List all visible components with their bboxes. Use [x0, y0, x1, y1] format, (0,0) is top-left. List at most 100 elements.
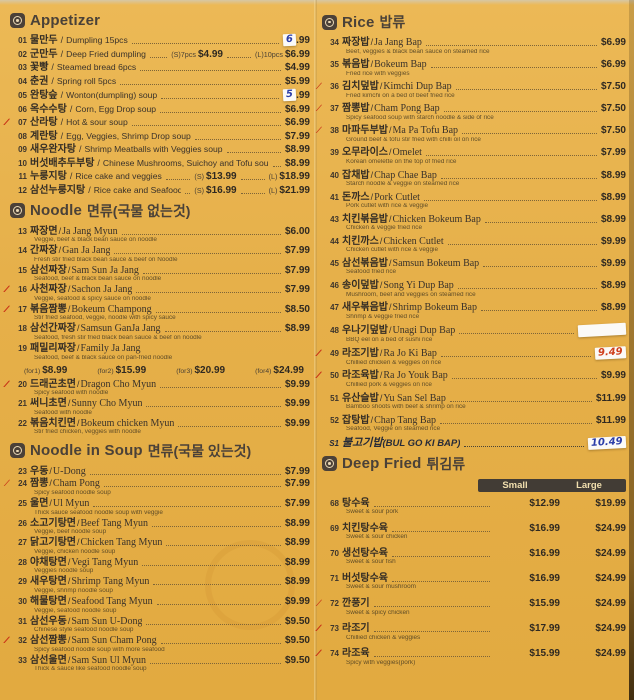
price-large: $24.99: [595, 572, 626, 584]
item-description: Fried rice with veggies: [346, 70, 410, 77]
name-separator: /: [389, 147, 392, 158]
menu-item-03: 03 꽃빵 / Steamed bread 6pcs $4.99: [10, 62, 310, 73]
menu-item-06: 06 옥수수탕 / Corn, Egg Drop soup $6.99: [10, 104, 310, 115]
handwritten-price-sticker: 5: [282, 88, 297, 102]
item-name-korean: 새우완자탕: [30, 144, 76, 155]
dotted-leader: [440, 422, 592, 424]
name-separator: /: [67, 654, 71, 665]
item-name-english: Gan Ja Jang: [62, 245, 111, 257]
menu-item-11: 11 누룽지탕 / Rice cake and veggies (S) $13.99 (L)…: [10, 171, 310, 182]
item-name-korean: 치킨까스: [342, 235, 379, 247]
dotted-leader: [462, 132, 597, 135]
dotted-leader: [373, 655, 490, 658]
item-price: $8.50: [284, 303, 310, 315]
item-marker: 08: [10, 131, 27, 142]
item-name-korean: 새우볶음밥: [342, 302, 388, 314]
item-name-korean: 누룽지탕: [30, 171, 67, 182]
item-line: ⁄⁄ 50 라조육밥 / Ra Jo Youk Bap $9.99: [317, 370, 626, 381]
dotted-leader: [440, 177, 597, 179]
dish-icon: [322, 14, 337, 30]
size-label: (L)10pcs: [255, 49, 283, 59]
name-separator: /: [69, 171, 73, 181]
name-separator: /: [67, 284, 71, 295]
name-separator: /: [389, 213, 392, 224]
item-marker: 05: [10, 90, 27, 101]
portion-price: (for2) $15.99: [97, 363, 146, 377]
dish-icon: [10, 203, 25, 218]
item-name-english: Chinese Mushrooms, Suichoy and Tofu soup: [102, 157, 270, 168]
item-marker: 12: [10, 185, 27, 196]
item-name-korean: 유산슬밥: [342, 392, 379, 404]
item-description: Starch noodle & veggie on steamed rice: [346, 181, 460, 188]
dotted-leader: [161, 97, 280, 99]
portion-price: (for3) $20.99: [176, 363, 225, 377]
item-name-english: (BUL GO KI BAP): [382, 437, 461, 449]
size-label: (L): [268, 185, 278, 195]
item-number: 08: [18, 131, 27, 141]
item-name-korean: 버섯배추두부탕: [30, 157, 95, 169]
item-description: Fried kimchi on a bed of beef fried rice: [346, 92, 455, 99]
menu-item-47: 47 새우볶음밥 / Shrimp Bokeum Bap $8.99 Shrimp & v…: [322, 302, 626, 320]
item-description: Seafood fried rice: [346, 269, 397, 276]
section-appetizer: Appetizer 01 물만두 / Dumpling 15pcs 6.99 02 군만두 / D…: [5, 12, 310, 196]
name-separator: /: [58, 225, 62, 236]
item-description: Stir fried chicken, veggies with noodle: [34, 429, 141, 436]
name-separator: /: [49, 498, 52, 509]
item-line: 47 새우볶음밥 / Shrimp Bokeum Bap $8.99: [322, 302, 626, 313]
item-price: $7.99: [284, 284, 310, 296]
item-line: 31 삼선우동 / Sam Sun U-Dong $9.50: [10, 616, 310, 627]
section-header: Appetizer: [10, 12, 310, 29]
item-number: 27: [18, 538, 27, 548]
item-number: 45: [330, 258, 339, 268]
menu-item-32: ⁄⁄ 32 삼선짬뽕 / Sam Sun Cham Pong $9.50 Spicy sea…: [5, 635, 310, 653]
name-separator: /: [67, 398, 71, 409]
item-name-korean: 잡채밥: [342, 169, 370, 181]
item-description: Pork cutlet with rice & veggie: [346, 203, 429, 210]
item-price: .99: [296, 35, 310, 46]
name-separator: /: [67, 576, 71, 587]
menu-item-50: ⁄⁄ 50 라조육밥 / Ra Jo Youk Bap $9.99 Chillied por…: [317, 370, 626, 388]
dotted-leader: [457, 287, 597, 290]
name-separator: /: [389, 325, 392, 336]
item-name-english: Ul Myun: [52, 498, 90, 510]
menu-item-S1: S1 불고기밥 (BUL GO KI BAP) 10.49: [322, 435, 627, 450]
dotted-leader: [240, 192, 265, 194]
item-marker: 46: [322, 280, 339, 291]
item-marker: 10: [10, 158, 27, 169]
item-line: 39 오무라이스 / Omelet $7.99: [322, 147, 626, 158]
item-price: $7.99: [284, 130, 310, 142]
item-marker: 69: [322, 523, 339, 534]
spicy-pepper-icon: ⁄: [316, 125, 320, 136]
menu-item-18: 18 삼선간짜장 / Samsun GanJa Jang $8.99 Seafood, f…: [10, 323, 310, 341]
dotted-leader: [160, 386, 281, 388]
item-description: Chinese style seafood noodle soup: [34, 627, 134, 634]
spicy-pepper-icon: ⁄⁄: [316, 623, 320, 634]
dotted-leader: [392, 580, 490, 582]
price-small: $16.99: [529, 547, 560, 559]
section-noodle: Noodle 면류(국물 없는것) 13 짜장면 / Ja Jang Myun $6.00 V…: [5, 201, 310, 436]
price-small: $17.99: [529, 623, 560, 635]
item-description: Veggie, seafood & spicy sauce on noodle: [34, 295, 151, 302]
item-name-english: Sam Sun Ja Jang: [71, 264, 139, 276]
item-description: Chillied chicken & veggies on rice: [346, 359, 442, 366]
item-name-english: Chicken Cutlet: [383, 235, 444, 247]
dotted-leader: [373, 605, 490, 608]
item-number: 15: [18, 265, 27, 275]
size-column-label: Small: [502, 479, 528, 491]
item-line: S1 불고기밥 (BUL GO KI BAP) 10.49: [322, 435, 627, 450]
name-separator: /: [67, 264, 71, 275]
dotted-leader: [149, 56, 168, 58]
item-marker: ⁄⁄ 17: [5, 304, 27, 315]
item-marker: 43: [322, 214, 339, 225]
item-name-english: Seafood Tang Myun: [71, 596, 153, 607]
name-separator: /: [370, 37, 374, 47]
section-title-korean: 튀김류: [426, 455, 466, 472]
item-line: ⁄⁄ 16 사천짜장 / Sachon Ja Jang $7.99: [5, 284, 310, 296]
item-price: $18.99: [279, 171, 310, 182]
dotted-leader: [443, 110, 597, 113]
item-name-korean: 돈까스: [342, 191, 370, 203]
menu-item-27: 27 닭고기탕면 / Chicken Tang Myun $8.99 Veggie, ch…: [10, 537, 310, 555]
item-marker: ⁄ 72: [317, 598, 339, 609]
price-small: $16.99: [529, 522, 560, 534]
